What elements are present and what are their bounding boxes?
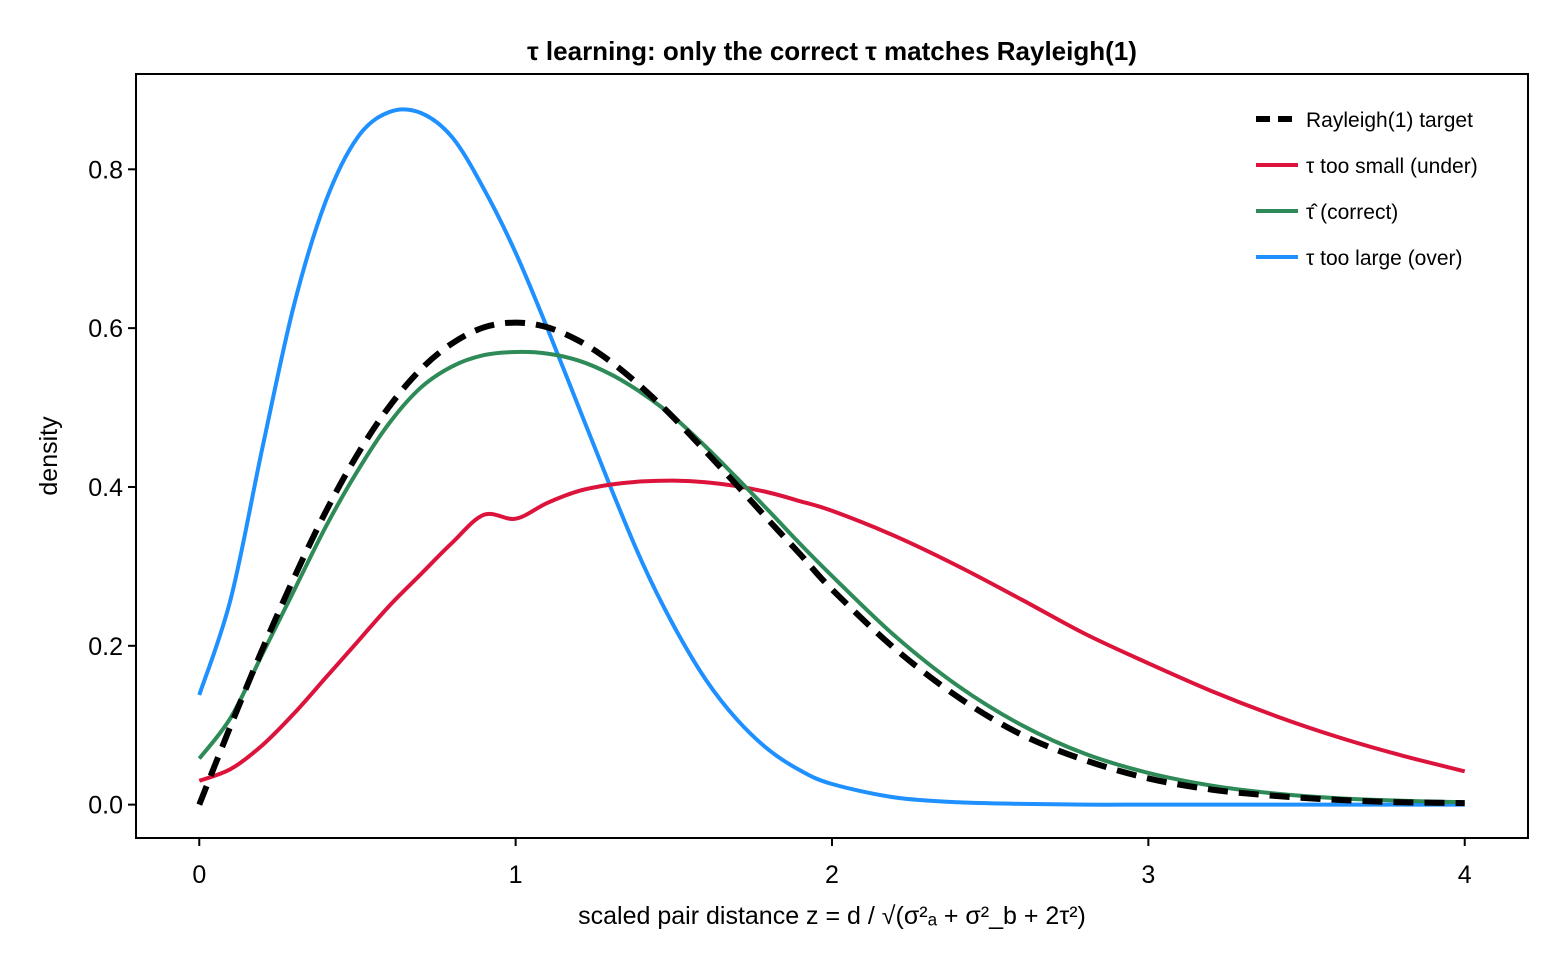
x-axis: 0 1 2 3 4 <box>192 838 1472 889</box>
chart-title: τ learning: only the correct τ matches R… <box>527 36 1137 66</box>
y-axis: 0.0 0.2 0.4 0.6 0.8 <box>88 156 136 820</box>
x-tick-label: 2 <box>825 861 839 889</box>
legend-label: Rayleigh(1) target <box>1306 109 1473 132</box>
y-tick-label: 0.0 <box>88 792 123 820</box>
y-axis-label: density <box>35 416 63 496</box>
series-line <box>198 478 1466 783</box>
series-layer <box>196 107 1466 807</box>
series-line <box>197 349 1465 805</box>
x-tick-label: 3 <box>1141 861 1155 889</box>
series-line <box>196 319 1465 807</box>
x-axis-label: scaled pair distance z = d / √(σ²ₐ + σ²_… <box>578 902 1086 930</box>
x-tick-label: 1 <box>509 861 523 889</box>
plot-area <box>135 73 1529 839</box>
legend-label: τ too small (under) <box>1306 155 1478 178</box>
legend-label: τ too large (over) <box>1306 247 1463 270</box>
x-tick-label: 4 <box>1458 861 1472 889</box>
legend-label: τ̂ (correct) <box>1306 201 1398 224</box>
y-tick-label: 0.6 <box>88 315 123 343</box>
y-tick-label: 0.2 <box>88 633 123 661</box>
x-tick-label: 0 <box>192 861 206 889</box>
series-line <box>197 107 1465 807</box>
legend: Rayleigh(1) target τ too small (under) τ̂ … <box>1256 109 1478 270</box>
y-tick-label: 0.8 <box>88 156 123 184</box>
y-tick-label: 0.4 <box>88 474 123 502</box>
